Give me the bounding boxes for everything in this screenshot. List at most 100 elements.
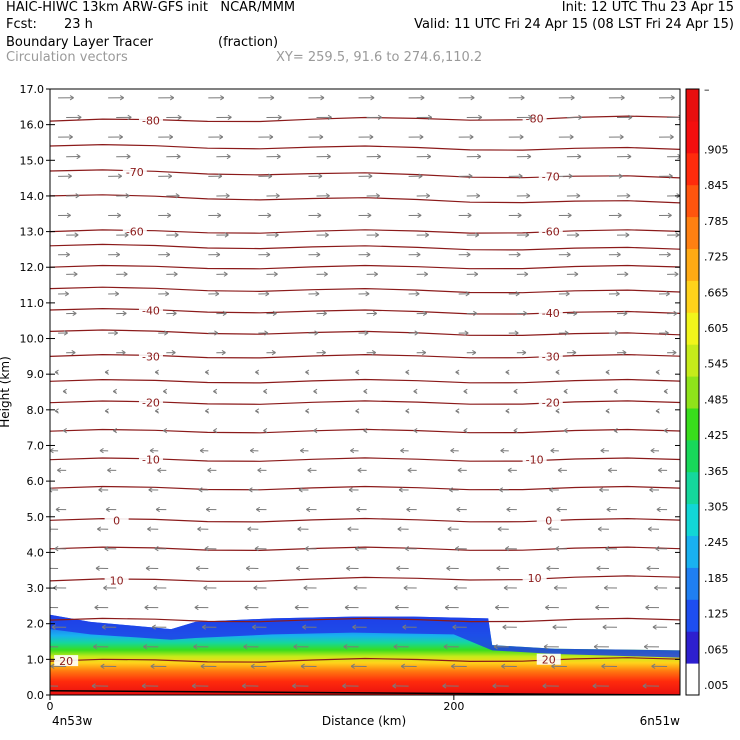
circulation-vector — [302, 624, 317, 630]
circulation-vector — [553, 585, 567, 591]
circulation-vector — [645, 604, 660, 611]
circulation-vector — [112, 427, 117, 434]
circulation-vector — [658, 251, 671, 258]
circulation-vector — [608, 291, 620, 297]
circulation-vector — [263, 427, 268, 434]
colorbar-label: .545 — [704, 358, 729, 371]
circulation-vector — [158, 251, 171, 258]
circulation-vector — [256, 506, 267, 513]
circulation-vector — [166, 349, 176, 356]
temperature-contour — [50, 243, 680, 251]
contour-label-bg — [138, 350, 163, 362]
circulation-vector — [603, 585, 618, 591]
temperature-contour — [50, 286, 680, 294]
circulation-vector — [607, 467, 618, 473]
contour-label: 0 — [113, 514, 120, 527]
circulation-vector — [208, 134, 224, 140]
circulation-vector — [116, 153, 131, 160]
contour-label: 20 — [59, 655, 73, 668]
circulation-vector — [558, 134, 574, 140]
colorbar-label: .005 — [704, 679, 729, 692]
circulation-vector — [266, 114, 282, 120]
circulation-vector — [297, 526, 309, 532]
circulation-vector — [50, 526, 59, 532]
circulation-vector — [306, 506, 317, 513]
circulation-vector — [358, 291, 370, 297]
colorbar-label: .125 — [704, 608, 729, 621]
circulation-vector — [558, 95, 575, 101]
contour-label: -60 — [542, 226, 560, 239]
circulation-vector — [392, 683, 409, 689]
contour-label-bg — [538, 396, 563, 408]
circulation-vector — [308, 134, 324, 140]
circulation-vector — [104, 546, 117, 552]
colorbar-label: .245 — [704, 536, 729, 549]
circulation-vector — [393, 644, 409, 650]
circulation-vector — [602, 624, 618, 630]
circulation-vector — [198, 487, 209, 493]
circulation-vector — [203, 585, 217, 591]
vector-name: Circulation vectors — [6, 50, 128, 65]
circulation-vector — [316, 232, 329, 238]
circulation-vector — [667, 232, 680, 238]
circulation-vector — [558, 212, 572, 218]
y-tick-label: 12.0 — [20, 261, 45, 274]
circulation-vector — [308, 291, 320, 297]
circulation-vector — [208, 95, 225, 101]
colorbar: .005 .065 .125 .185 .245 .305 .365 .425 .485 .545… — [685, 83, 729, 696]
circulation-vector — [194, 604, 209, 611]
circulation-vector — [542, 683, 559, 689]
circulation-vector — [344, 604, 359, 611]
circulation-vector — [316, 271, 328, 277]
circulation-vector — [416, 114, 432, 120]
circulation-vector — [658, 291, 670, 297]
circulation-vector — [400, 663, 417, 669]
circulation-vector — [316, 193, 330, 199]
circulation-vector — [54, 369, 59, 375]
init-time: Init: 12 UTC Thu 23 Apr 15 — [561, 0, 734, 15]
circulation-vector — [455, 546, 467, 552]
circulation-vector — [555, 408, 560, 414]
circulation-vector — [616, 153, 632, 160]
circulation-vector — [394, 604, 409, 611]
circulation-vector — [166, 153, 181, 160]
circulation-vector — [408, 251, 421, 258]
circulation-vector — [112, 388, 117, 395]
circulation-vector — [358, 173, 373, 179]
circulation-vector — [346, 565, 359, 571]
circulation-vector — [308, 251, 321, 258]
x-axis-label: Distance (km) — [322, 714, 406, 728]
circulation-vector — [255, 408, 260, 414]
circulation-vector — [153, 585, 167, 591]
circulation-vector — [200, 663, 217, 669]
circulation-vector — [651, 663, 668, 669]
circulation-vector — [197, 526, 209, 532]
colorbar-swatch — [686, 407, 699, 441]
circulation-vector — [216, 310, 227, 317]
circulation-vector — [642, 683, 660, 689]
circulation-vector — [543, 644, 559, 650]
circulation-vector — [207, 467, 217, 473]
circulation-vector — [148, 487, 159, 493]
y-tick-label: 13.0 — [20, 226, 45, 239]
circulation-vector — [213, 388, 218, 395]
circulation-vector — [458, 95, 475, 101]
circulation-vector — [655, 369, 660, 375]
circulation-vector — [208, 212, 222, 218]
colorbar-swatch — [686, 439, 699, 473]
circulation-vector — [663, 388, 668, 395]
circulation-vector — [252, 624, 267, 630]
circulation-vector — [452, 624, 467, 630]
contour-label: -40 — [542, 307, 560, 320]
circulation-vector — [466, 349, 477, 356]
circulation-vector — [458, 251, 471, 258]
circulation-vector — [201, 624, 217, 630]
contour-label: 10 — [110, 575, 124, 588]
circulation-vector — [216, 271, 228, 277]
circulation-vector — [66, 271, 78, 277]
contour-label-bg — [538, 170, 563, 182]
circulation-vector — [266, 232, 279, 238]
circulation-vector — [366, 153, 381, 160]
circulation-vector — [50, 448, 59, 454]
circulation-vector — [258, 134, 274, 140]
